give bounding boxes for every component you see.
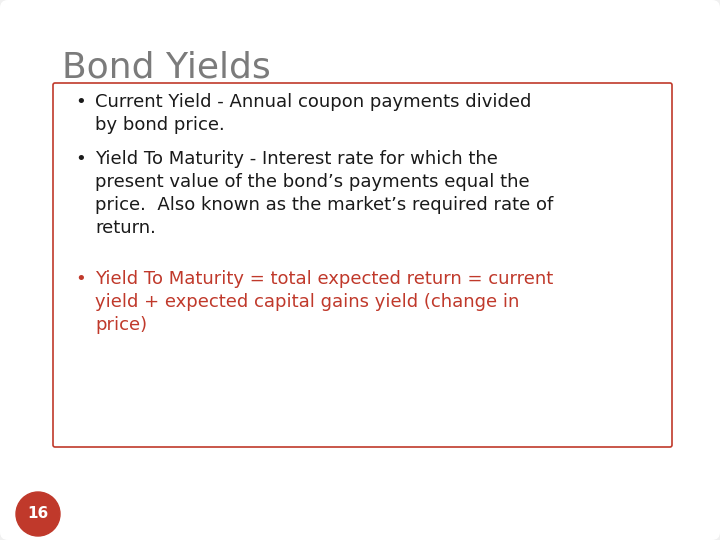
Text: Yield To Maturity = total expected return = current
yield + expected capital gai: Yield To Maturity = total expected retur… — [95, 270, 553, 334]
Text: Bond Yields: Bond Yields — [62, 50, 271, 84]
Text: Yield To Maturity - Interest rate for which the
present value of the bond’s paym: Yield To Maturity - Interest rate for wh… — [95, 150, 553, 237]
Text: •: • — [75, 93, 86, 111]
Text: 16: 16 — [27, 507, 49, 522]
FancyBboxPatch shape — [53, 83, 672, 447]
Text: •: • — [75, 270, 86, 288]
Text: Current Yield - Annual coupon payments divided
by bond price.: Current Yield - Annual coupon payments d… — [95, 93, 531, 134]
Circle shape — [16, 492, 60, 536]
Text: •: • — [75, 150, 86, 168]
